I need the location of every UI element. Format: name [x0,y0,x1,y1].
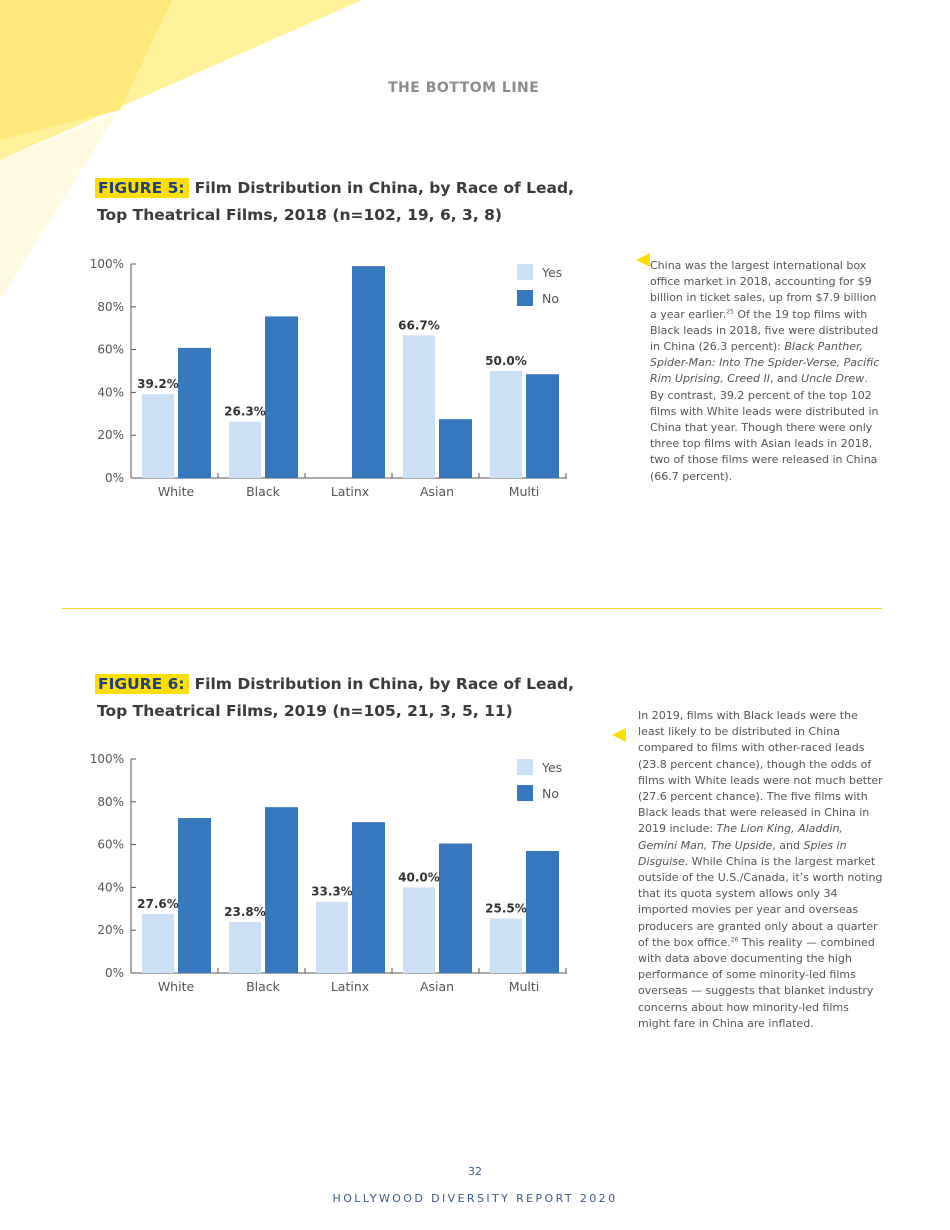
x-tick-label: Asian [420,484,454,499]
text-segment: Of the 19 top films with Black leads in … [650,307,879,354]
legend-swatch-no [517,785,533,801]
bar-yes-white [142,913,174,973]
bar-no-latinx [352,266,385,478]
text-segment: China was the largest international box … [650,259,877,321]
yellow-shape-pale [0,113,117,300]
legend-label-no: No [542,291,559,306]
bar-no-multi [526,374,559,478]
y-tick-label: 60% [97,838,124,852]
bar-no-black [265,316,298,478]
figure-6-chart: 0% 20% 40% 60% 80% 100% 27.6% White 23.8% Black 33… [90,752,567,994]
figure-title-line2: Top Theatrical Films, 2019 (n=105, 21, 3… [97,702,513,720]
text-segment: , and [772,838,804,852]
bar-no-black [265,807,298,973]
callout-arrow-icon [636,253,650,267]
x-tick-label: Black [246,979,281,994]
y-tick-label: 80% [97,300,124,314]
bar-no-asian [439,419,472,478]
bar-yes-asian [403,887,435,973]
bar-no-latinx [352,822,385,973]
x-tick-label: White [158,484,195,499]
film-titles: Uncle Drew [801,372,865,386]
bar-yes-asian [403,335,435,478]
text-segment: , and [769,372,802,386]
legend-swatch-yes [517,759,533,775]
data-label: 66.7% [398,318,440,332]
data-label: 40.0% [398,870,440,884]
paragraph-2019: In 2019, films with Black leads were the… [638,708,883,1032]
y-tick-label: 20% [97,923,124,937]
x-tick-label: Latinx [331,484,369,499]
divider [62,608,882,609]
data-label: 39.2% [137,377,179,391]
text-segment: . While China is the largest market outs… [638,854,883,949]
y-tick-label: 40% [97,880,124,894]
figure-5-title: FIGURE 5: Film Distribution in China, by … [95,175,574,229]
x-tick-label: Asian [420,979,454,994]
text-segment: In 2019, films with Black leads were the… [638,709,883,836]
callout-arrow-icon [612,728,626,742]
figure-title-line1: Film Distribution in China, by Race of L… [194,179,574,197]
bar-yes-white [142,394,174,478]
legend-swatch-no [517,290,533,306]
figure-label: FIGURE 5: [95,178,189,198]
x-tick-label: Multi [509,484,540,499]
data-label: 33.3% [311,885,353,899]
bar-no-multi [526,851,559,973]
bar-no-asian [439,843,472,973]
bar-no-white [178,347,211,478]
y-tick-label: 100% [90,257,124,271]
data-label: 27.6% [137,897,179,911]
legend-label-no: No [542,786,559,801]
legend-label-yes: Yes [541,265,562,280]
y-tick-label: 20% [97,428,124,442]
legend-label-yes: Yes [541,760,562,775]
bar-yes-multi [490,371,522,478]
film-titles: Spies in Disguise [638,838,847,868]
text-segment: This reality — combined with data above … [638,935,875,1030]
bar-yes-latinx [316,901,348,973]
y-tick-label: 80% [97,795,124,809]
data-label: 26.3% [224,405,266,419]
bar-yes-multi [490,918,522,973]
x-tick-label: Black [246,484,281,499]
x-tick-label: Latinx [331,979,369,994]
yellow-shape-dark [0,0,172,140]
film-titles: Black Panther, Spider-Man: Into The Spid… [650,340,880,386]
y-tick-label: 60% [97,343,124,357]
report-title: HOLLYWOOD DIVERSITY REPORT 2020 [332,1192,618,1205]
footnote-ref: 26 [730,936,739,944]
y-tick-label: 100% [90,752,124,766]
legend-swatch-yes [517,264,533,280]
figure-title-line2: Top Theatrical Films, 2018 (n=102, 19, 6… [97,206,502,224]
figure-6-title: FIGURE 6: Film Distribution in China, by … [95,671,574,725]
y-tick-label: 40% [97,385,124,399]
y-tick-label: 0% [105,471,124,485]
figure-title-line1: Film Distribution in China, by Race of L… [194,675,574,693]
figure-5-chart: 0% 20% 40% 60% 80% 100% 39.2% White 26.3% Black La… [90,257,567,499]
bar-yes-black [229,421,261,478]
x-tick-label: White [158,979,195,994]
footnote-ref: 25 [726,307,734,315]
bar-yes-black [229,922,261,973]
bar-no-white [178,818,211,973]
film-titles: The Lion King, Aladdin, Gemini Man, The … [638,822,843,852]
data-label: 50.0% [485,354,527,368]
data-label: 23.8% [224,905,266,919]
figure-label: FIGURE 6: [95,674,189,694]
paragraph-2018: China was the largest international box … [650,258,880,485]
y-tick-label: 0% [105,966,124,980]
data-label: 25.5% [485,901,527,915]
text-segment: . By contrast, 39.2 percent of the top 1… [650,372,879,483]
x-tick-label: Multi [509,979,540,994]
page-number: 32 [468,1165,482,1178]
